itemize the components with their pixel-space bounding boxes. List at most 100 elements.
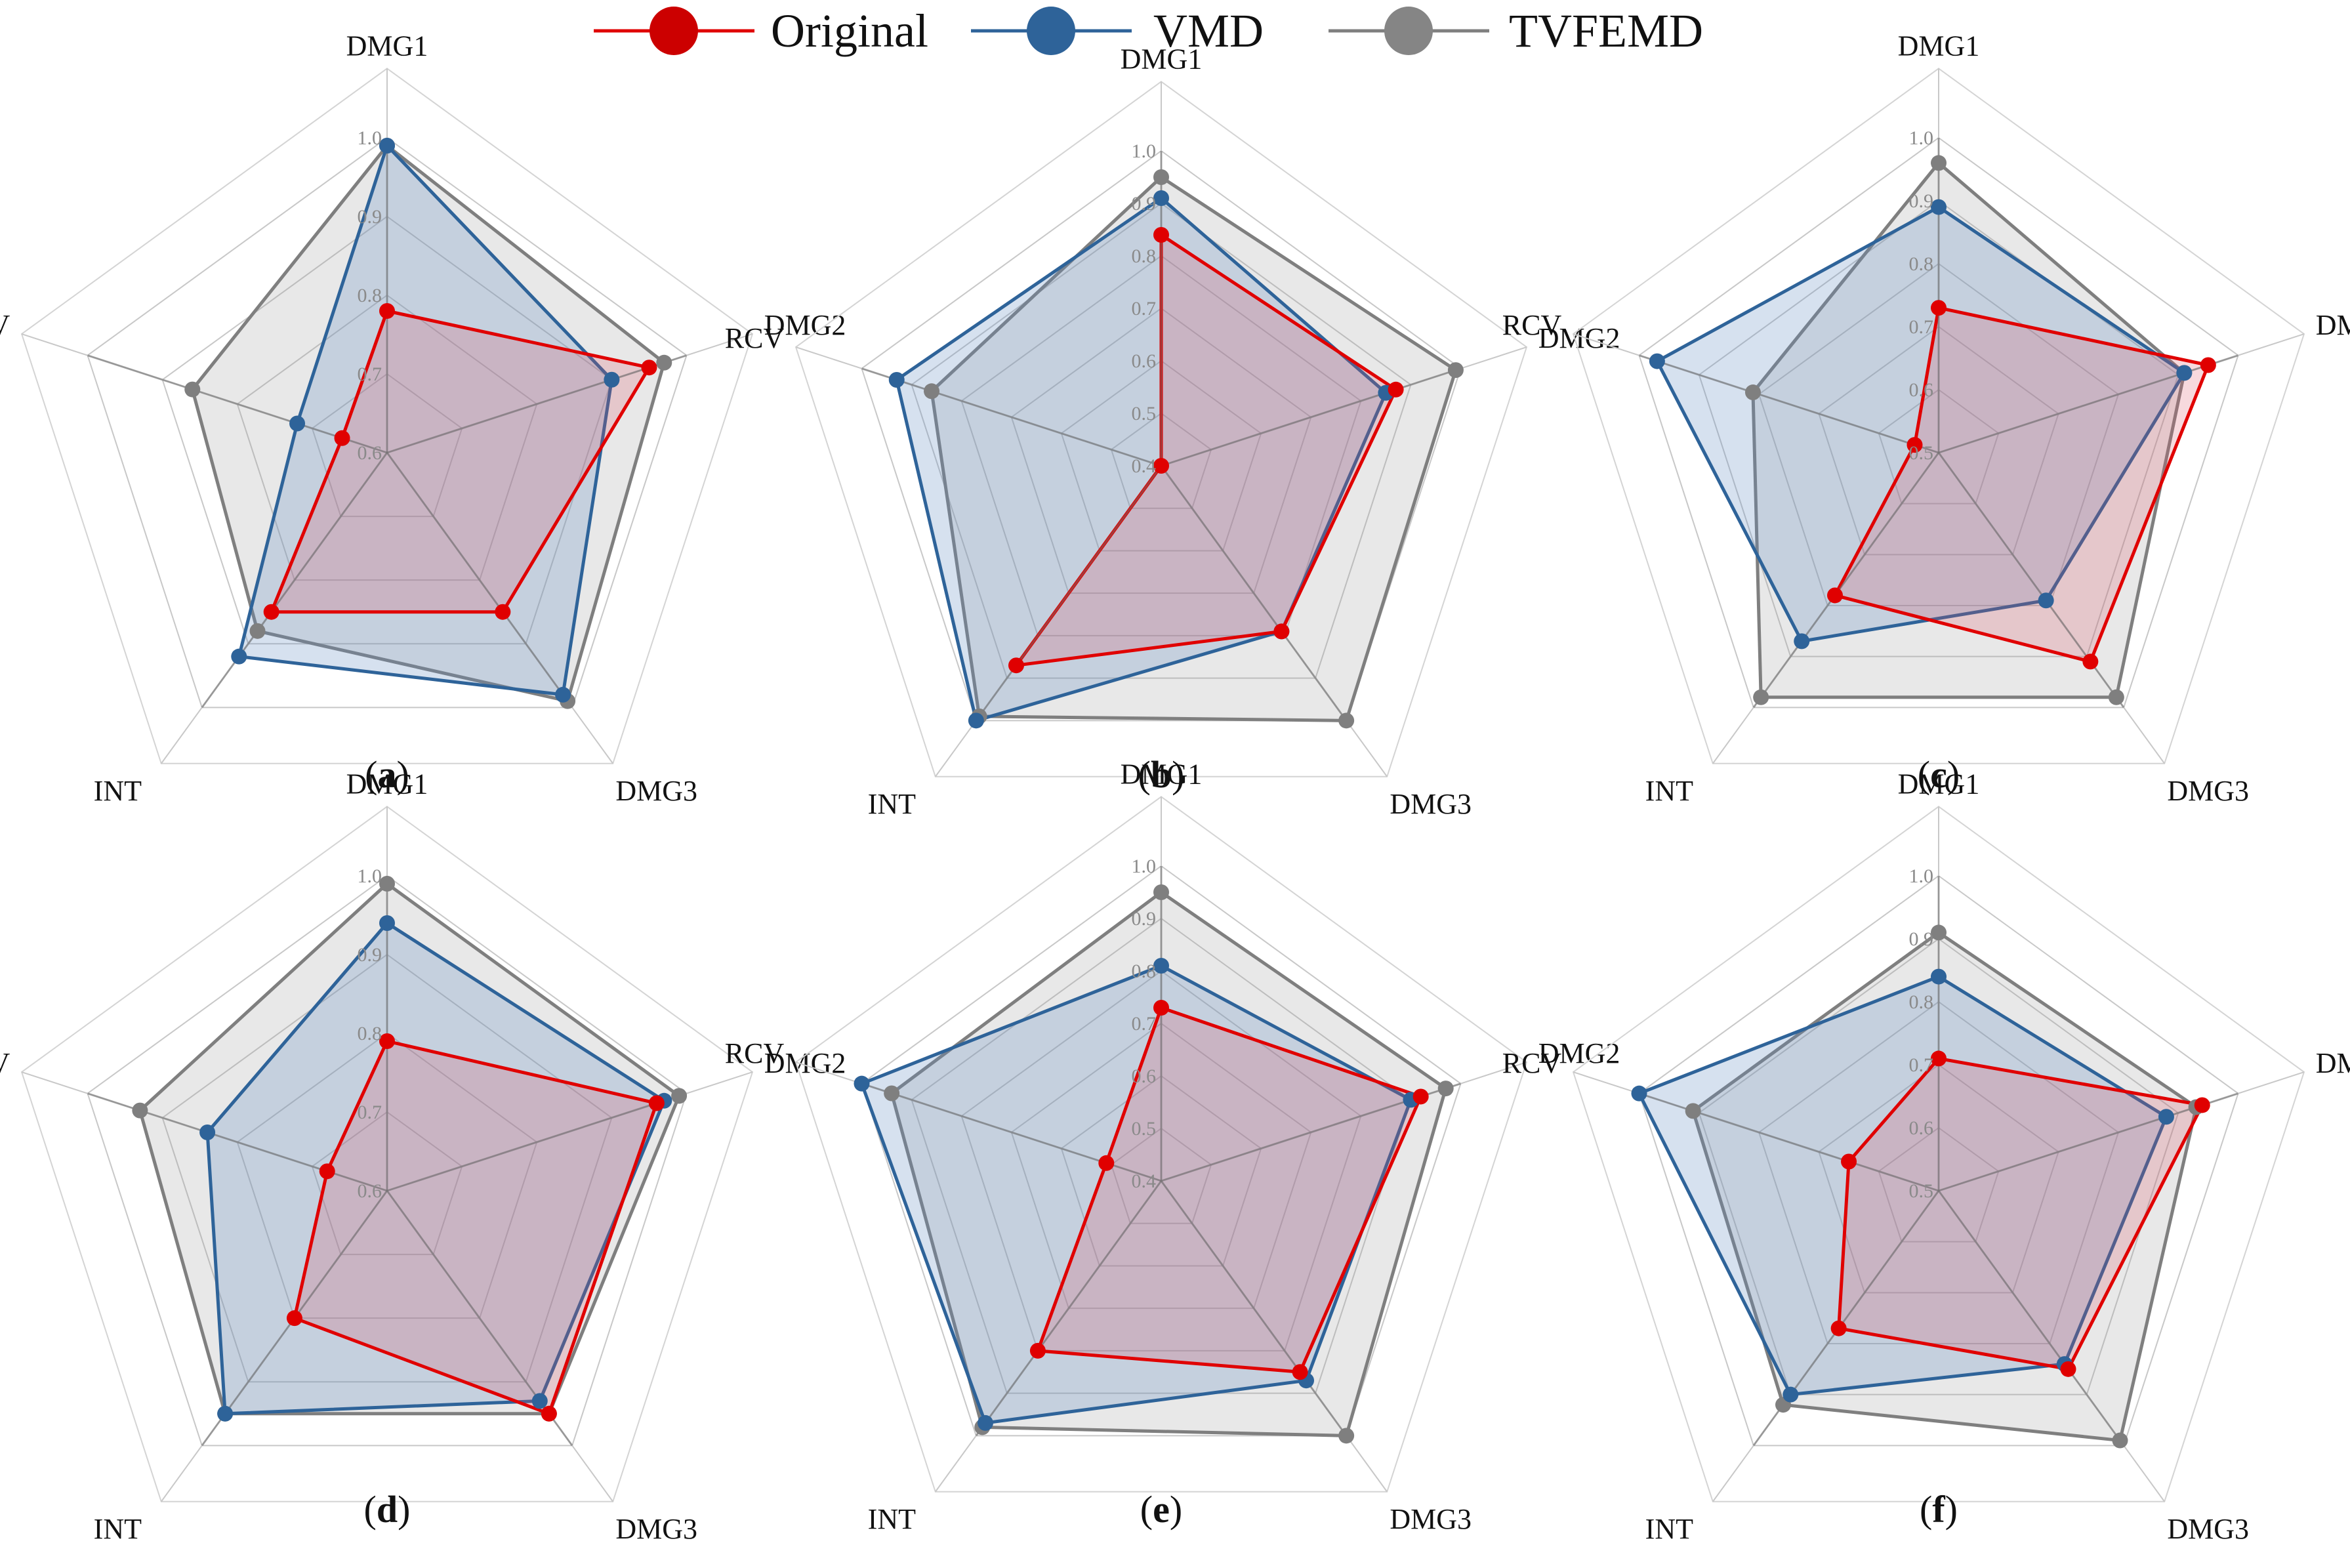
inner-spoke: [386, 452, 573, 709]
point-original-dmg1: [1931, 300, 1947, 316]
tick-label: 1.0: [358, 127, 382, 149]
point-tvfemd-dmg3: [1338, 1428, 1355, 1444]
series-area-tvfemd: [190, 144, 666, 703]
tick-label: 0.6: [1132, 1065, 1157, 1087]
legend-item-original: Original: [594, 5, 928, 57]
inner-spoke: [975, 1180, 1163, 1437]
tick-label: 0.9: [1909, 928, 1934, 950]
grid-ring: [87, 875, 688, 1447]
axis-label-dmg2: DMG2: [2316, 309, 2350, 341]
point-original-dmg3: [1273, 623, 1290, 640]
grid-ring: [311, 373, 463, 518]
series-area-vmd: [237, 144, 613, 697]
point-original-dmg2: [641, 360, 657, 376]
point-original-rcv: [334, 430, 350, 446]
point-vmd-dmg2: [604, 371, 620, 388]
inner-spoke: [1161, 367, 1461, 467]
axis-label-dmg1: DMG1: [346, 768, 428, 800]
tick-label: 0.5: [1909, 442, 1934, 464]
axis-label-dmg3: DMG3: [615, 1513, 697, 1545]
point-vmd-int: [977, 1414, 993, 1431]
point-vmd-int: [217, 1405, 234, 1422]
inner-spoke: [975, 465, 1163, 722]
point-tvfemd-dmg1: [1931, 155, 1947, 171]
tick-label: 0.7: [1132, 298, 1157, 320]
point-vmd-dmg1: [379, 915, 395, 931]
point-original-rcv: [319, 1163, 335, 1180]
point-original-dmg3: [2082, 653, 2099, 670]
point-original-dmg3: [2060, 1361, 2076, 1377]
point-original-rcv: [1098, 1155, 1115, 1171]
inner-spoke: [1639, 354, 1939, 454]
panel-caption: (d): [364, 1488, 411, 1531]
axis-label-rcv: RCV: [0, 1047, 10, 1079]
grid-ring: [1758, 1001, 2120, 1344]
tick-label: 0.6: [1132, 350, 1157, 372]
point-vmd-rcv: [888, 371, 905, 388]
grid-ring: [1818, 1063, 2059, 1294]
grid-ring: [1878, 388, 2000, 505]
tick-label: 0.4: [1132, 455, 1157, 477]
point-original-dmg1: [1153, 227, 1169, 243]
axis-label-dmg3: DMG3: [2167, 1513, 2249, 1545]
grid-ring: [1010, 307, 1312, 594]
grid-ring: [1060, 1075, 1262, 1267]
outer-frame: [20, 68, 754, 764]
tick-label: 0.9: [1909, 190, 1934, 212]
grid-ring: [311, 1111, 463, 1256]
point-tvfemd-dmg3: [2112, 1432, 2128, 1449]
point-original-rcv: [1841, 1153, 1857, 1170]
axis-label-dmg3: DMG3: [615, 775, 697, 807]
point-tvfemd-rcv: [924, 383, 940, 400]
grid-ring: [1638, 875, 2239, 1447]
axis-label-dmg3: DMG3: [2167, 775, 2249, 807]
series-area-tvfemd: [930, 175, 1458, 722]
point-original-int: [263, 604, 279, 620]
axis-label-dmg1: DMG1: [1121, 43, 1203, 75]
point-tvfemd-int: [249, 623, 266, 639]
grid-ring: [1758, 262, 2120, 606]
grid-ring: [1698, 199, 2179, 657]
axis-label-dmg2: DMG2: [1538, 322, 1620, 354]
point-vmd-rcv: [854, 1075, 870, 1092]
tick-label: 0.7: [1132, 1013, 1157, 1035]
grid-ring: [1698, 938, 2179, 1395]
panel-caption: (b): [1138, 753, 1185, 796]
point-original-rcv: [1907, 437, 1923, 453]
outer-frame: [794, 796, 1528, 1493]
series-area-tvfemd: [1751, 161, 2186, 699]
axis-label-dmg2: DMG2: [2316, 1047, 2350, 1079]
tick-label: 0.6: [1909, 1117, 1934, 1139]
axis-label-rcv: RCV: [1502, 1047, 1562, 1079]
point-original-dmg2: [1388, 381, 1404, 398]
inner-spoke: [1160, 1180, 1348, 1437]
point-original-dmg2: [648, 1095, 665, 1111]
series-area-original: [270, 309, 651, 614]
radar-panel-f: 0.5 0.6 0.7 0.8 0.9 1.0 DMG1 DMG2 DMG3 INT RCV (f): [1502, 768, 2350, 1545]
legend-item-tvfemd: TVFEMD: [1329, 5, 1703, 57]
series-area-original: [1837, 1056, 2204, 1371]
point-tvfemd-dmg2: [1447, 362, 1464, 379]
inner-spoke: [1160, 465, 1348, 722]
point-vmd-dmg2: [2158, 1109, 2174, 1125]
inner-spoke: [1937, 1190, 2125, 1447]
tick-label: 1.0: [358, 865, 382, 887]
grid-ring: [1110, 1127, 1212, 1224]
outer-frame: [1572, 806, 2305, 1502]
point-tvfemd-dmg2: [656, 354, 672, 371]
legend-marker-original: [649, 7, 698, 55]
axis-label-int: INT: [94, 775, 142, 807]
tick-label: 0.5: [1909, 1180, 1934, 1202]
radar-panels: 0.60.70.80.91.0DMG1DMG2DMG3INTRCV(a)0.40…: [0, 30, 2350, 1545]
tick-label: 0.5: [1132, 403, 1157, 424]
point-original-dmg2: [2194, 1097, 2210, 1113]
point-vmd-dmg1: [1153, 958, 1169, 974]
tick-label: 0.6: [358, 1180, 382, 1202]
point-tvfemd-dmg3: [1338, 712, 1355, 729]
tick-label: 0.9: [358, 944, 382, 966]
grid-ring: [161, 953, 613, 1383]
point-original-int: [1029, 1342, 1046, 1359]
grid-ring: [1110, 412, 1212, 509]
point-vmd-int: [968, 712, 984, 729]
